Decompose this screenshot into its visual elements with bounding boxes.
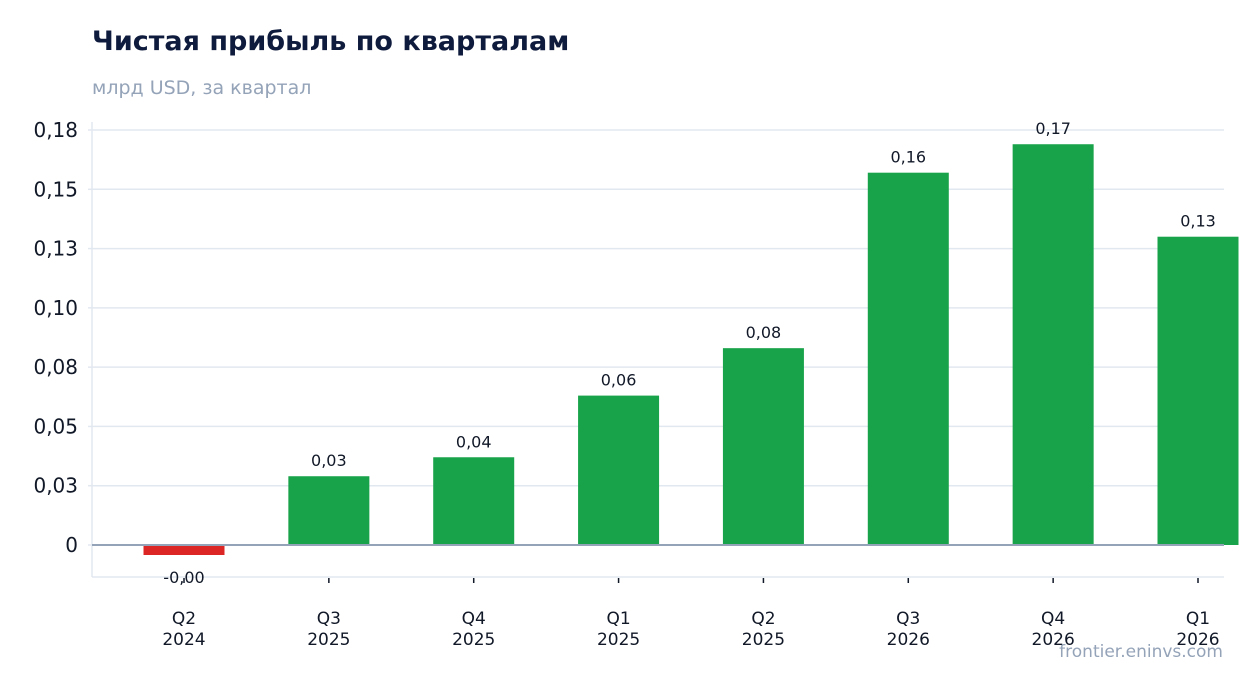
y-tick-label: 0,18 [33, 118, 78, 142]
x-tick-label-year: 2025 [597, 630, 640, 650]
bar [143, 545, 225, 555]
x-tick-label-quarter: Q2 [751, 609, 775, 629]
y-tick-label: 0,03 [33, 474, 78, 498]
x-tick-label-year: 2026 [1176, 630, 1219, 650]
y-tick-label: 0,15 [33, 177, 78, 201]
y-tick-label: 0,05 [33, 414, 78, 438]
data-label: 0,17 [1035, 119, 1071, 138]
labels: 00,030,050,080,100,130,150,18-0,00Q22024… [33, 118, 1219, 650]
bar [1012, 144, 1094, 545]
x-tick-label-quarter: Q3 [317, 609, 341, 629]
bar [1157, 236, 1239, 545]
x-tick-label-year: 2026 [887, 630, 930, 650]
data-label: 0,16 [890, 148, 926, 167]
x-tick-label-quarter: Q1 [1186, 609, 1210, 629]
source-credit: frontier.eninvs.com [1059, 642, 1223, 662]
x-tick-label-quarter: Q2 [172, 609, 196, 629]
axes [88, 122, 1224, 583]
x-tick-label-quarter: Q4 [462, 609, 486, 629]
x-tick-label-year: 2026 [1032, 630, 1075, 650]
bar [867, 172, 949, 545]
bar [433, 457, 515, 545]
data-label: 0,04 [456, 432, 492, 451]
data-label: 0,13 [1180, 212, 1216, 231]
data-label: 0,06 [601, 371, 637, 390]
y-tick-label: 0,08 [33, 355, 78, 379]
y-tick-label: 0 [65, 533, 78, 557]
bar [578, 395, 660, 545]
data-label: 0,08 [746, 323, 782, 342]
x-tick-label-year: 2025 [742, 630, 785, 650]
bars [143, 144, 1239, 555]
bar [288, 476, 370, 545]
y-tick-label: 0,10 [33, 296, 78, 320]
chart-title: Чистая прибыль по кварталам [92, 26, 570, 57]
x-tick-label-year: 2024 [162, 630, 205, 650]
x-tick-label-quarter: Q4 [1041, 609, 1065, 629]
y-tick-label: 0,13 [33, 237, 78, 261]
x-tick-label-quarter: Q1 [606, 609, 630, 629]
data-label: 0,03 [311, 451, 347, 470]
x-tick-label-year: 2025 [452, 630, 495, 650]
bar [722, 348, 804, 545]
x-tick-label-year: 2025 [307, 630, 350, 650]
chart-subtitle: млрд USD, за квартал [92, 77, 312, 99]
x-tick-label-quarter: Q3 [896, 609, 920, 629]
data-label: -0,00 [163, 568, 204, 587]
